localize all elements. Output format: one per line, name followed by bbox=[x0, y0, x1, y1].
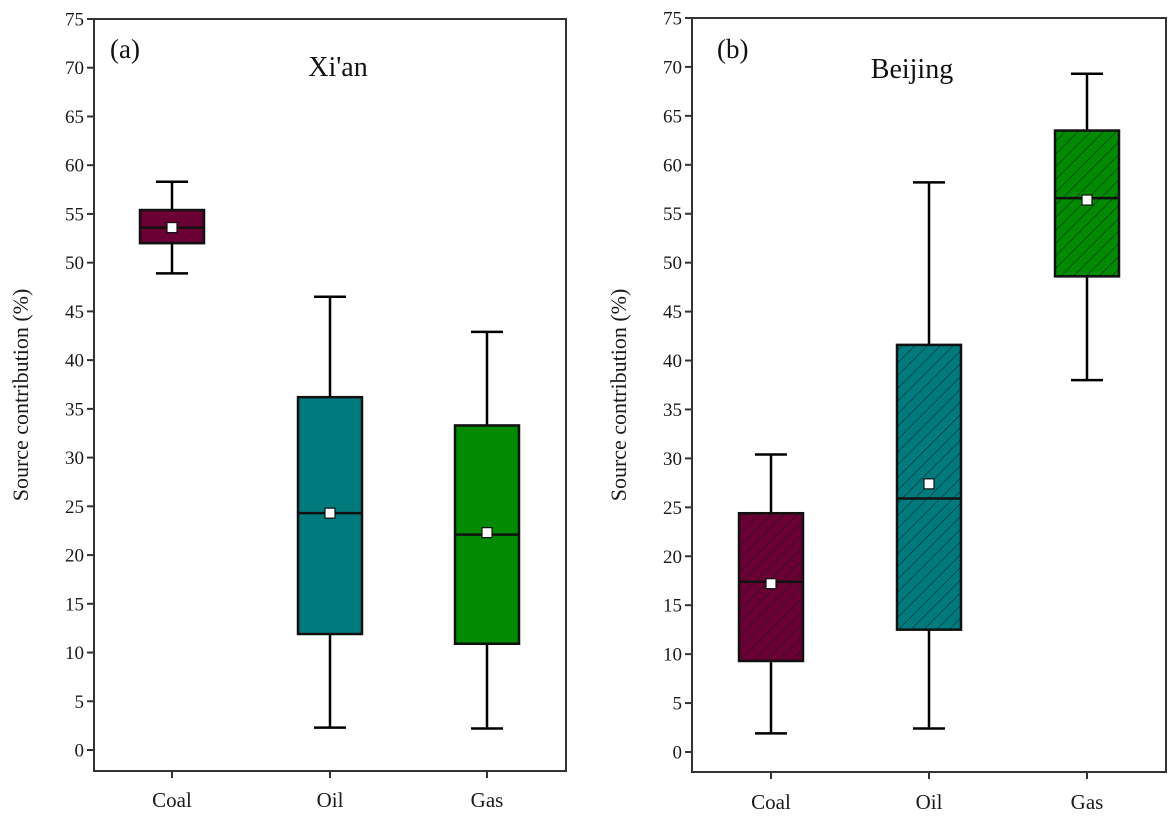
x-tick-label-oil: Oil bbox=[916, 790, 943, 814]
y-tick-label: 10 bbox=[663, 645, 682, 666]
y-tick-label: 55 bbox=[65, 204, 84, 225]
y-tick-label: 50 bbox=[65, 253, 84, 274]
y-tick-label: 45 bbox=[663, 302, 682, 323]
y-tick-label: 25 bbox=[663, 498, 682, 519]
y-tick-label: 15 bbox=[663, 596, 682, 617]
box-gas bbox=[1053, 72, 1121, 382]
y-tick-label: 25 bbox=[65, 497, 84, 518]
mean-marker bbox=[765, 578, 777, 590]
x-tick-label-coal: Coal bbox=[152, 788, 192, 812]
box-outline bbox=[737, 511, 805, 663]
box-gas bbox=[453, 330, 521, 730]
y-tick-label: 75 bbox=[663, 9, 682, 30]
panel-beijing: Source contribution (%) (b) Beijing Coal… bbox=[606, 9, 1167, 814]
box-coal bbox=[737, 453, 805, 735]
y-tick-label: 70 bbox=[663, 57, 682, 78]
y-tick-label: 5 bbox=[673, 694, 683, 715]
y-tick-label: 50 bbox=[663, 253, 682, 274]
box-outline bbox=[296, 395, 364, 636]
y-tick-label: 35 bbox=[65, 399, 84, 420]
box-coal bbox=[138, 180, 206, 275]
x-tick-label-gas: Gas bbox=[1071, 790, 1104, 814]
panel-title: Xi'an bbox=[308, 52, 367, 83]
mean-marker bbox=[923, 478, 935, 490]
y-tick-label: 70 bbox=[65, 58, 84, 79]
y-tick-label: 0 bbox=[673, 743, 683, 764]
box-outline bbox=[1053, 129, 1121, 278]
x-tick-label-coal: Coal bbox=[751, 790, 791, 814]
mean-marker bbox=[166, 221, 178, 234]
y-tick-label: 60 bbox=[663, 155, 682, 176]
y-tick-label: 75 bbox=[65, 10, 84, 31]
y-tick-label: 30 bbox=[663, 449, 682, 470]
panel-xian: Source contribution (%) (a) Xi'an Coal O… bbox=[8, 10, 567, 812]
y-tick-label: 40 bbox=[65, 351, 84, 372]
y-tick-label: 40 bbox=[663, 351, 682, 372]
y-axis-title: Source contribution (%) bbox=[606, 289, 631, 502]
y-tick-label: 45 bbox=[65, 302, 84, 323]
mean-marker bbox=[481, 527, 493, 539]
y-tick-label: 60 bbox=[65, 156, 84, 177]
panel-tag: (b) bbox=[717, 34, 748, 64]
y-tick-label: 65 bbox=[663, 106, 682, 127]
x-tick-label-gas: Gas bbox=[471, 788, 504, 812]
y-tick-label: 20 bbox=[663, 547, 682, 568]
panel-tag: (a) bbox=[110, 34, 140, 64]
y-axis-title: Source contribution (%) bbox=[8, 289, 33, 502]
panel-title: Beijing bbox=[871, 54, 953, 85]
mean-marker bbox=[1081, 194, 1093, 206]
y-tick-label: 55 bbox=[663, 204, 682, 225]
box-oil bbox=[895, 181, 963, 730]
y-tick-label: 35 bbox=[663, 400, 682, 421]
y-tick-label: 65 bbox=[65, 107, 84, 128]
y-tick-label: 20 bbox=[65, 546, 84, 567]
x-tick-label-oil: Oil bbox=[317, 788, 344, 812]
y-tick-label: 30 bbox=[65, 448, 84, 469]
mean-marker bbox=[324, 507, 336, 519]
y-tick-label: 10 bbox=[65, 643, 84, 664]
y-tick-label: 15 bbox=[65, 594, 84, 615]
box-oil bbox=[296, 295, 364, 729]
y-tick-label: 0 bbox=[75, 741, 85, 762]
box-outline bbox=[895, 343, 963, 631]
y-tick-label: 5 bbox=[75, 692, 85, 713]
